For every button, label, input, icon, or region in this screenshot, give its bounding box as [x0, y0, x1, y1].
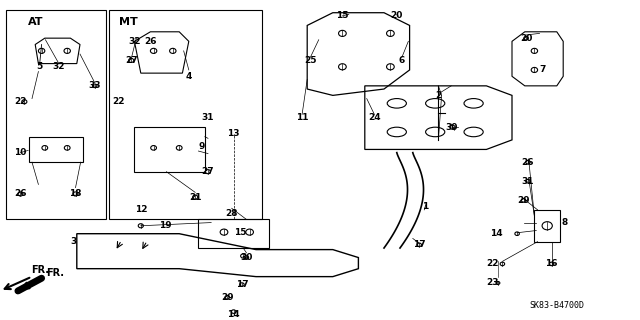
Text: 9: 9 — [198, 142, 205, 151]
Ellipse shape — [42, 146, 48, 150]
Ellipse shape — [225, 295, 230, 299]
Text: FR.: FR. — [46, 268, 64, 278]
Ellipse shape — [93, 84, 97, 88]
Ellipse shape — [521, 198, 526, 202]
Text: 20: 20 — [520, 34, 532, 43]
Ellipse shape — [38, 48, 45, 53]
Text: 22: 22 — [14, 97, 27, 106]
Ellipse shape — [151, 146, 156, 150]
Text: 2: 2 — [435, 91, 442, 100]
Text: 15: 15 — [234, 228, 246, 236]
Ellipse shape — [339, 30, 346, 36]
Text: 10: 10 — [14, 148, 27, 157]
Ellipse shape — [241, 254, 246, 258]
Ellipse shape — [73, 192, 78, 196]
Text: 19: 19 — [159, 221, 172, 230]
Ellipse shape — [170, 48, 176, 53]
Text: 7: 7 — [540, 66, 546, 75]
Text: 5: 5 — [36, 62, 43, 71]
Ellipse shape — [220, 229, 228, 235]
Text: 18: 18 — [69, 189, 82, 198]
Ellipse shape — [531, 68, 538, 73]
Text: 26: 26 — [14, 189, 27, 198]
Text: 32: 32 — [52, 62, 65, 71]
Text: 14: 14 — [227, 310, 240, 319]
Text: 28: 28 — [225, 209, 238, 218]
Text: 17: 17 — [236, 280, 248, 289]
Ellipse shape — [64, 48, 70, 53]
Ellipse shape — [450, 125, 455, 129]
Text: 11: 11 — [296, 113, 308, 122]
Text: 21: 21 — [189, 193, 202, 202]
Text: 30: 30 — [240, 253, 253, 262]
Text: 23: 23 — [486, 278, 499, 287]
Text: 29: 29 — [221, 293, 234, 302]
Text: 12: 12 — [134, 205, 147, 214]
Ellipse shape — [496, 282, 500, 284]
Text: 26: 26 — [144, 37, 157, 46]
Text: AT: AT — [28, 17, 43, 27]
Text: 8: 8 — [561, 218, 568, 227]
Text: 31: 31 — [522, 177, 534, 186]
Text: 31: 31 — [202, 113, 214, 122]
Ellipse shape — [549, 262, 554, 266]
Text: 22: 22 — [486, 260, 499, 268]
Text: 15: 15 — [336, 12, 349, 20]
Ellipse shape — [232, 310, 236, 313]
Text: 24: 24 — [368, 113, 381, 122]
Text: FR.: FR. — [31, 266, 49, 276]
Text: 4: 4 — [186, 72, 192, 81]
Text: 27: 27 — [125, 56, 138, 65]
Text: 6: 6 — [399, 56, 405, 65]
Ellipse shape — [542, 222, 552, 230]
Ellipse shape — [417, 243, 422, 247]
Ellipse shape — [240, 283, 244, 286]
Ellipse shape — [177, 146, 182, 150]
Ellipse shape — [150, 48, 157, 53]
Ellipse shape — [526, 160, 530, 164]
Text: 1: 1 — [422, 202, 429, 211]
Text: 20: 20 — [390, 12, 403, 20]
Ellipse shape — [387, 30, 394, 36]
Ellipse shape — [65, 146, 70, 150]
Text: 13: 13 — [227, 129, 240, 138]
Text: 32: 32 — [128, 37, 141, 46]
Ellipse shape — [18, 192, 23, 196]
Ellipse shape — [205, 170, 211, 174]
Ellipse shape — [138, 224, 143, 228]
Ellipse shape — [246, 229, 253, 235]
Text: 17: 17 — [413, 240, 426, 249]
Text: 25: 25 — [304, 56, 317, 65]
Ellipse shape — [129, 58, 134, 62]
Text: MT: MT — [118, 17, 138, 27]
Ellipse shape — [22, 100, 27, 104]
Ellipse shape — [500, 262, 505, 266]
Text: 14: 14 — [490, 229, 502, 238]
Ellipse shape — [531, 48, 538, 53]
Ellipse shape — [524, 36, 528, 40]
Text: 30: 30 — [445, 123, 458, 132]
Text: 27: 27 — [202, 167, 214, 176]
Text: 3: 3 — [70, 237, 77, 246]
Ellipse shape — [526, 180, 530, 183]
Text: 26: 26 — [522, 158, 534, 167]
Ellipse shape — [387, 64, 394, 70]
Ellipse shape — [515, 232, 520, 236]
Ellipse shape — [193, 195, 198, 199]
Ellipse shape — [339, 64, 346, 70]
Ellipse shape — [244, 256, 249, 259]
Text: 33: 33 — [88, 81, 101, 90]
Text: 22: 22 — [112, 97, 125, 106]
Text: 16: 16 — [545, 260, 558, 268]
Text: SK83-B4700D: SK83-B4700D — [529, 301, 584, 310]
Text: 29: 29 — [517, 196, 530, 205]
